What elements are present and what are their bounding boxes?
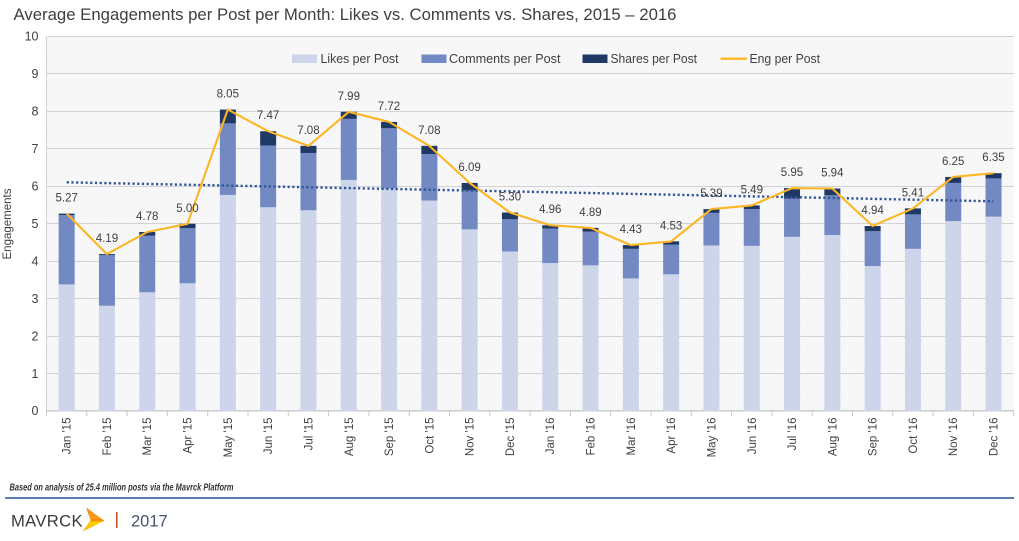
svg-text:Nov '15: Nov '15 <box>465 418 477 457</box>
svg-text:6.35: 6.35 <box>982 152 1004 164</box>
svg-text:Based on analysis of 25.4 mill: Based on analysis of 25.4 million posts … <box>10 483 234 494</box>
svg-text:4.78: 4.78 <box>136 211 158 223</box>
svg-text:Eng per Post: Eng per Post <box>750 51 821 66</box>
svg-text:4.43: 4.43 <box>620 224 642 236</box>
svg-text:May '15: May '15 <box>223 418 235 458</box>
svg-text:5: 5 <box>32 217 39 231</box>
svg-text:Mar '16: Mar '16 <box>626 418 638 456</box>
svg-text:May '16: May '16 <box>706 418 718 458</box>
svg-text:Aug '15: Aug '15 <box>344 418 356 457</box>
svg-text:Shares per Post: Shares per Post <box>611 51 698 66</box>
svg-text:3: 3 <box>32 292 39 306</box>
svg-text:7.99: 7.99 <box>338 91 360 103</box>
svg-text:4.96: 4.96 <box>539 204 561 216</box>
svg-text:8: 8 <box>32 105 39 119</box>
svg-text:4.53: 4.53 <box>660 220 682 232</box>
svg-text:6: 6 <box>32 180 39 194</box>
svg-text:4.89: 4.89 <box>579 207 601 219</box>
svg-text:Engagements: Engagements <box>2 188 14 259</box>
svg-text:Apr '15: Apr '15 <box>183 418 195 454</box>
svg-text:2: 2 <box>32 329 39 343</box>
svg-text:6.25: 6.25 <box>942 156 964 168</box>
svg-text:MAVRCK: MAVRCK <box>11 512 83 531</box>
svg-text:8.05: 8.05 <box>217 89 239 101</box>
svg-text:Feb '16: Feb '16 <box>586 418 598 456</box>
svg-text:Comments per Post: Comments per Post <box>449 51 561 66</box>
svg-text:2017: 2017 <box>131 513 168 531</box>
svg-text:Feb '15: Feb '15 <box>102 418 114 456</box>
svg-text:Oct '15: Oct '15 <box>424 418 436 454</box>
svg-text:5.27: 5.27 <box>56 193 78 205</box>
svg-text:Sep '16: Sep '16 <box>868 418 880 457</box>
svg-text:7: 7 <box>32 142 39 156</box>
svg-text:4.94: 4.94 <box>861 205 884 217</box>
svg-text:Apr '16: Apr '16 <box>666 418 678 454</box>
svg-text:5.30: 5.30 <box>499 192 521 204</box>
svg-text:7.72: 7.72 <box>378 101 400 113</box>
svg-text:Likes per Post: Likes per Post <box>321 51 399 66</box>
svg-text:Dec '15: Dec '15 <box>505 418 517 457</box>
svg-text:Oct '16: Oct '16 <box>908 418 920 454</box>
svg-text:9: 9 <box>32 67 39 81</box>
svg-text:5.41: 5.41 <box>902 187 924 199</box>
svg-text:Average Engagements per Post p: Average Engagements per Post per Month: … <box>14 6 677 24</box>
svg-text:7.08: 7.08 <box>297 125 319 137</box>
svg-text:Sep '15: Sep '15 <box>384 418 396 457</box>
svg-text:Dec '16: Dec '16 <box>989 418 1001 457</box>
svg-text:Aug '16: Aug '16 <box>827 418 839 457</box>
svg-text:0: 0 <box>32 404 39 418</box>
svg-text:5.94: 5.94 <box>821 168 844 180</box>
svg-text:7.47: 7.47 <box>257 110 279 122</box>
svg-text:Mar '15: Mar '15 <box>142 418 154 456</box>
svg-text:4: 4 <box>32 254 39 268</box>
svg-text:7.08: 7.08 <box>418 125 440 137</box>
svg-text:10: 10 <box>25 30 39 44</box>
svg-text:6.09: 6.09 <box>458 162 480 174</box>
svg-text:5.39: 5.39 <box>700 188 722 200</box>
svg-text:Jul '15: Jul '15 <box>303 418 315 451</box>
svg-text:5.00: 5.00 <box>176 203 198 215</box>
svg-text:Jan '15: Jan '15 <box>62 418 74 455</box>
svg-text:5.95: 5.95 <box>781 167 803 179</box>
svg-text:4.19: 4.19 <box>96 233 118 245</box>
svg-text:Jun '16: Jun '16 <box>747 418 759 455</box>
svg-text:Jun '15: Jun '15 <box>263 418 275 455</box>
svg-text:1: 1 <box>32 367 39 381</box>
svg-text:Nov '16: Nov '16 <box>948 418 960 457</box>
svg-text:Jul '16: Jul '16 <box>787 418 799 451</box>
svg-text:5.49: 5.49 <box>741 184 763 196</box>
svg-text:Jan '16: Jan '16 <box>545 418 557 455</box>
